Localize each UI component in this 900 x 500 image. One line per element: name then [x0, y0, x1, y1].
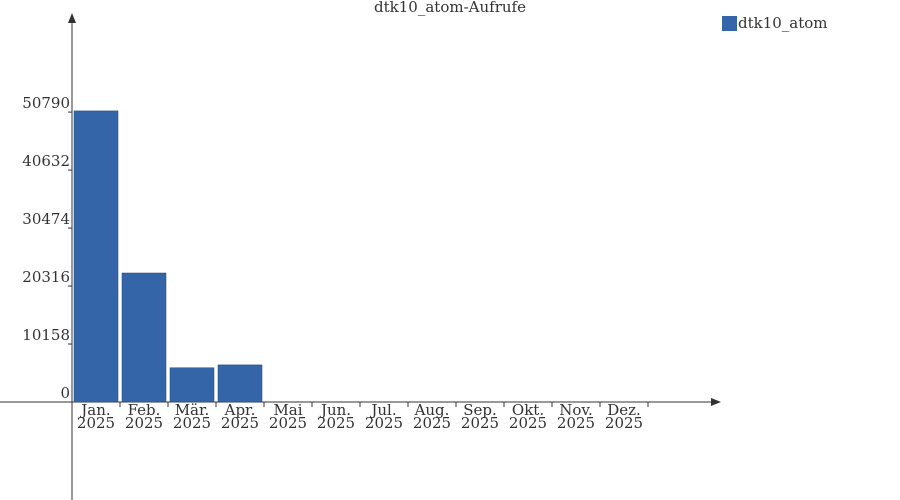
y-tick-label: 30474 — [22, 210, 70, 228]
x-tick-label: Apr. 2025 — [220, 401, 260, 432]
legend-label: dtk10_atom — [738, 14, 828, 32]
x-tick-label: Mai 2025 — [268, 401, 308, 432]
x-tick-label: Mär. 2025 — [172, 401, 212, 432]
x-tick-label: Nov. 2025 — [556, 401, 596, 432]
y-tick-label: 0 — [60, 384, 70, 402]
x-tick-label: Jul. 2025 — [364, 401, 404, 432]
y-tick-label: 50790 — [22, 94, 70, 112]
chart-title: dtk10_atom-Aufrufe — [374, 0, 526, 16]
y-axis-arrow — [68, 13, 76, 23]
x-tick-label: Okt. 2025 — [508, 401, 548, 432]
y-tick-label: 40632 — [22, 152, 70, 170]
x-tick-label: Jan. 2025 — [76, 401, 116, 432]
bar — [73, 110, 119, 403]
x-axis-arrow — [711, 398, 721, 406]
bar — [121, 272, 167, 403]
x-tick-label: Dez. 2025 — [604, 401, 644, 432]
bar — [169, 367, 215, 403]
x-tick-label: Jun. 2025 — [316, 401, 356, 432]
y-tick-label: 10158 — [22, 326, 70, 344]
x-tick-label: Sep. 2025 — [460, 401, 500, 432]
bar — [217, 364, 263, 403]
y-tick-label: 20316 — [22, 268, 70, 286]
legend-swatch — [722, 16, 737, 31]
x-tick-label: Feb. 2025 — [124, 401, 164, 432]
x-tick-label: Aug. 2025 — [412, 401, 452, 432]
